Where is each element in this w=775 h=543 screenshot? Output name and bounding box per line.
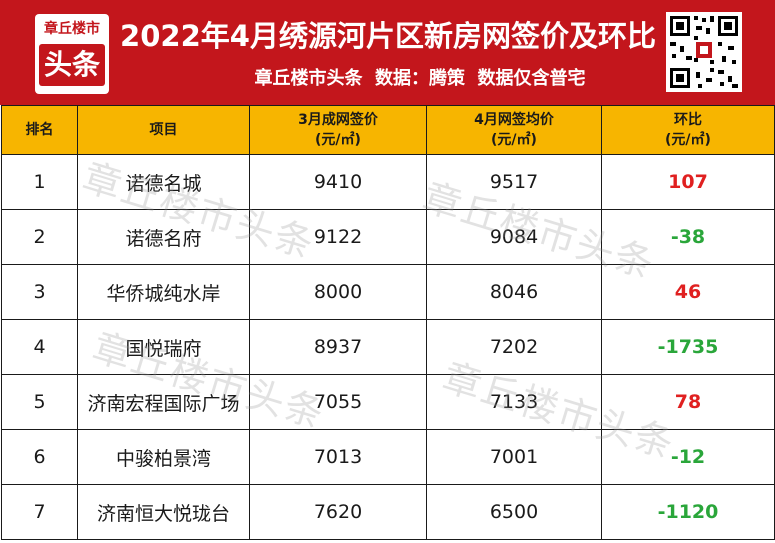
column-header-label: 项目 [149, 122, 178, 138]
logo-top-text: 章丘楼市 [44, 21, 100, 37]
table-row: 5 济南宏程国际广场 7055 7133 78 [1, 374, 775, 430]
column-header-label: 3月成网签价 [298, 112, 378, 128]
project-cell: 济南宏程国际广场 [77, 374, 250, 430]
march-price-cell: 7620 [249, 484, 427, 540]
column-header-march-price: 3月成网签价 (元/㎡) [249, 105, 427, 155]
project-cell: 诺德名城 [77, 154, 250, 210]
table-row: 4 国悦瑞府 8937 7202 -1735 [1, 319, 775, 375]
april-price-cell: 7001 [426, 429, 602, 485]
project-cell: 济南恒大悦珑台 [77, 484, 250, 540]
column-header-rank: 排名 [1, 105, 78, 155]
qr-code-icon [666, 12, 742, 92]
project-cell: 国悦瑞府 [77, 319, 250, 375]
table-row: 7 济南恒大悦珑台 7620 6500 -1120 [1, 484, 775, 540]
rank-cell: 7 [1, 484, 78, 540]
change-cell: -1735 [601, 319, 775, 375]
project-cell: 诺德名府 [77, 209, 250, 265]
project-cell: 华侨城纯水岸 [77, 264, 250, 320]
april-price-cell: 9517 [426, 154, 602, 210]
march-price-cell: 9410 [249, 154, 427, 210]
page-subtitle: 章丘楼市头条 数据：腾策 数据仅含普宅 [254, 68, 586, 89]
price-table: 排名 项目 3月成网签价 (元/㎡) 4月网签均价 (元/㎡) 环比 (元/㎡)… [1, 105, 775, 540]
logo-bottom-text: 头条 [39, 44, 105, 86]
march-price-cell: 9122 [249, 209, 427, 265]
april-price-cell: 7202 [426, 319, 602, 375]
table-row: 2 诺德名府 9122 9084 -38 [1, 209, 775, 265]
header-banner: 章丘楼市 头条 2022年4月绣源河片区新房网签价及环比 章丘楼市头条 数据：腾… [0, 0, 775, 105]
change-cell: 107 [601, 154, 775, 210]
march-price-cell: 7013 [249, 429, 427, 485]
column-header-unit: (元/㎡) [491, 132, 537, 148]
rank-cell: 4 [1, 319, 78, 375]
column-header-label: 排名 [25, 122, 54, 138]
rank-cell: 1 [1, 154, 78, 210]
page-title: 2022年4月绣源河片区新房网签价及环比 [120, 19, 656, 53]
rank-cell: 6 [1, 429, 78, 485]
table-row: 1 诺德名城 9410 9517 107 [1, 154, 775, 210]
april-price-cell: 7133 [426, 374, 602, 430]
change-cell: -1120 [601, 484, 775, 540]
rank-cell: 5 [1, 374, 78, 430]
april-price-cell: 9084 [426, 209, 602, 265]
table-row: 6 中骏柏景湾 7013 7001 -12 [1, 429, 775, 485]
project-cell: 中骏柏景湾 [77, 429, 250, 485]
change-cell: 46 [601, 264, 775, 320]
table-row: 3 华侨城纯水岸 8000 8046 46 [1, 264, 775, 320]
brand-logo: 章丘楼市 头条 [35, 14, 109, 94]
change-cell: -12 [601, 429, 775, 485]
change-cell: 78 [601, 374, 775, 430]
april-price-cell: 6500 [426, 484, 602, 540]
column-header-unit: (元/㎡) [665, 132, 711, 148]
march-price-cell: 8937 [249, 319, 427, 375]
column-header-unit: (元/㎡) [315, 132, 361, 148]
column-header-april-price: 4月网签均价 (元/㎡) [426, 105, 602, 155]
table-header-row: 排名 项目 3月成网签价 (元/㎡) 4月网签均价 (元/㎡) 环比 (元/㎡) [1, 105, 775, 155]
march-price-cell: 8000 [249, 264, 427, 320]
april-price-cell: 8046 [426, 264, 602, 320]
rank-cell: 3 [1, 264, 78, 320]
column-header-label: 环比 [674, 112, 702, 128]
march-price-cell: 7055 [249, 374, 427, 430]
column-header-change: 环比 (元/㎡) [601, 105, 775, 155]
column-header-label: 4月网签均价 [474, 112, 554, 128]
rank-cell: 2 [1, 209, 78, 265]
column-header-project: 项目 [77, 105, 250, 155]
change-cell: -38 [601, 209, 775, 265]
